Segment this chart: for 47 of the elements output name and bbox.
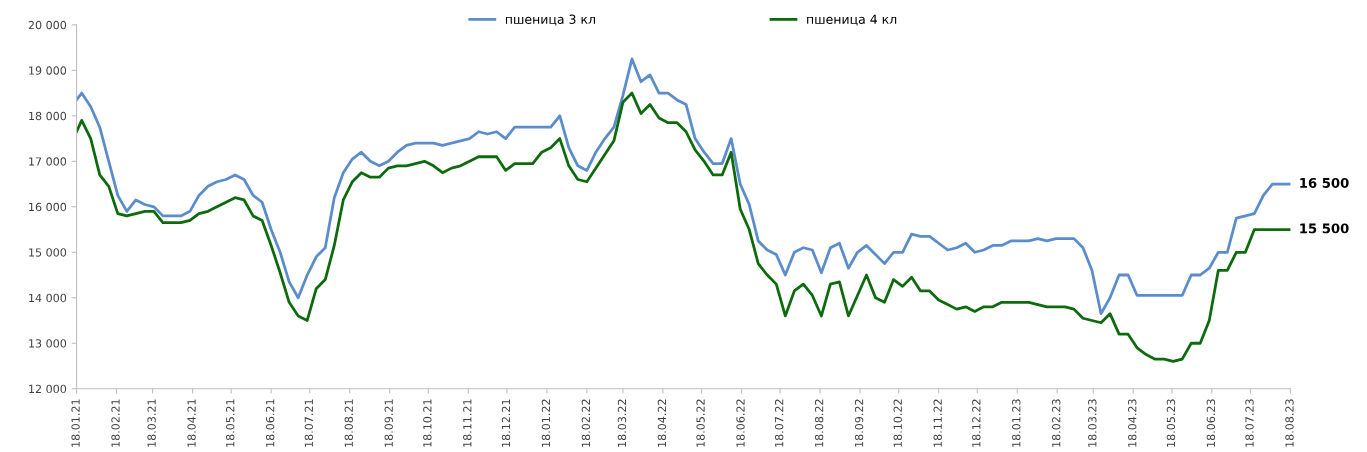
x-tick-label: 18.01.22: [541, 399, 551, 447]
x-tick-label: 18.03.21: [147, 399, 156, 447]
x-tick-label: 18.11.22: [933, 399, 942, 447]
x-tick-label: 18.04.23: [1128, 399, 1137, 447]
x-tick-label: 18.06.23: [1206, 399, 1216, 447]
y-tick-label: 15 000: [29, 248, 67, 257]
x-tick-label: 18.10.22: [893, 399, 902, 447]
x-tick-label: 18.12.22: [972, 399, 981, 447]
x-tick-label: 18.01.23: [1012, 399, 1021, 447]
y-tick-label: 19 000: [29, 66, 67, 75]
x-tick-label: 18.07.23: [1245, 399, 1254, 447]
x-tick-label: 18.11.21: [463, 399, 472, 447]
x-tick-label: 18.08.23: [1285, 399, 1294, 447]
x-tick-label: 18.02.21: [111, 399, 120, 447]
x-tick-label: 18.09.22: [854, 399, 864, 447]
x-tick-label: 18.06.21: [265, 399, 275, 447]
y-tick-label: 17 000: [29, 157, 67, 166]
x-tick-label: 18.08.22: [814, 399, 824, 447]
x-tick-label: 18.10.21: [423, 399, 432, 447]
x-tick-label: 18.04.22: [657, 399, 667, 447]
x-tick-label: 18.03.22: [617, 399, 627, 447]
y-tick-label: 12 000: [29, 384, 67, 394]
x-tick-label: 18.05.21: [226, 399, 235, 447]
x-tick-label: 18.05.22: [696, 399, 705, 447]
x-tick-label: 18.09.21: [384, 399, 393, 447]
x-tick-label: 18.02.23: [1052, 399, 1061, 447]
x-tick-label: 18.02.22: [581, 399, 591, 447]
annotation: 16 500: [1300, 177, 1349, 188]
y-tick-label: 18 000: [29, 111, 67, 121]
legend-label: пшеница 3 кл: [505, 14, 595, 26]
y-tick-label: 20 000: [28, 20, 67, 30]
x-tick-label: 18.07.21: [304, 399, 314, 447]
y-tick-label: 16 000: [29, 202, 67, 212]
x-tick-label: 18.08.21: [344, 399, 353, 447]
x-tick-label: 18.04.21: [187, 399, 196, 447]
y-tick-label: 14 000: [29, 293, 67, 303]
line-series: [76, 57, 1291, 316]
annotation: 15 500: [1300, 223, 1349, 234]
x-tick-label: 18.01.21: [71, 399, 80, 447]
y-tick-label: 13 000: [29, 339, 67, 348]
x-tick-label: 18.07.22: [774, 399, 784, 447]
x-tick-label: 18.12.21: [501, 399, 511, 447]
x-tick-label: 18.03.23: [1088, 399, 1097, 447]
line-series: [76, 91, 1291, 363]
legend-label: пшеница 4 кл: [807, 14, 897, 26]
x-tick-label: 18.06.22: [736, 399, 745, 447]
x-tick-label: 18.05.23: [1166, 399, 1176, 447]
